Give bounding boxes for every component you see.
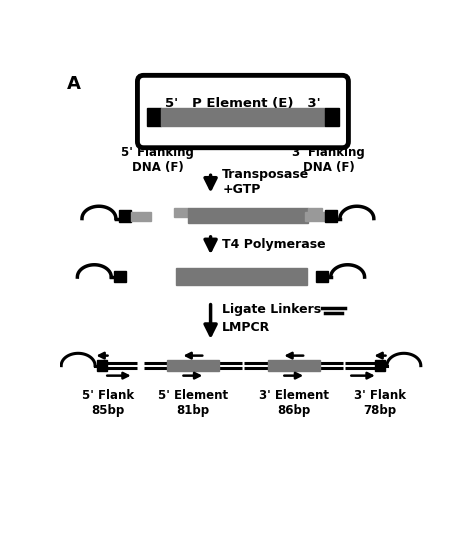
Bar	[161, 108, 325, 126]
Text: 3' Flanking
DNA (F): 3' Flanking DNA (F)	[292, 146, 365, 174]
Text: 5' Flank
85bp: 5' Flank 85bp	[82, 389, 134, 417]
Bar	[325, 108, 339, 126]
Text: Ligate Linkers: Ligate Linkers	[222, 303, 321, 316]
Bar	[325, 210, 337, 222]
Text: A: A	[66, 75, 81, 93]
Bar	[130, 211, 151, 221]
Bar	[146, 108, 161, 126]
Text: 5' Flanking
DNA (F): 5' Flanking DNA (F)	[121, 146, 194, 174]
Bar	[97, 360, 108, 371]
Bar	[114, 271, 126, 282]
Text: LMPCR: LMPCR	[222, 321, 270, 335]
Bar	[174, 208, 188, 217]
Text: Transposase
+GTP: Transposase +GTP	[222, 168, 310, 196]
Bar	[305, 211, 325, 221]
Text: 5' Element
81bp: 5' Element 81bp	[158, 389, 228, 417]
Bar	[309, 208, 322, 217]
Text: 5'   P Element (E)   3': 5' P Element (E) 3'	[165, 97, 321, 110]
Bar	[176, 268, 307, 285]
Bar	[119, 210, 130, 222]
FancyBboxPatch shape	[137, 75, 348, 148]
Bar	[316, 271, 328, 282]
Text: T4 Polymerase: T4 Polymerase	[222, 238, 326, 251]
Bar	[167, 360, 219, 371]
Bar	[267, 360, 320, 371]
Bar	[188, 208, 309, 223]
Bar	[374, 360, 385, 371]
Text: 3' Flank
78bp: 3' Flank 78bp	[354, 389, 406, 417]
Text: 3' Element
86bp: 3' Element 86bp	[259, 389, 329, 417]
